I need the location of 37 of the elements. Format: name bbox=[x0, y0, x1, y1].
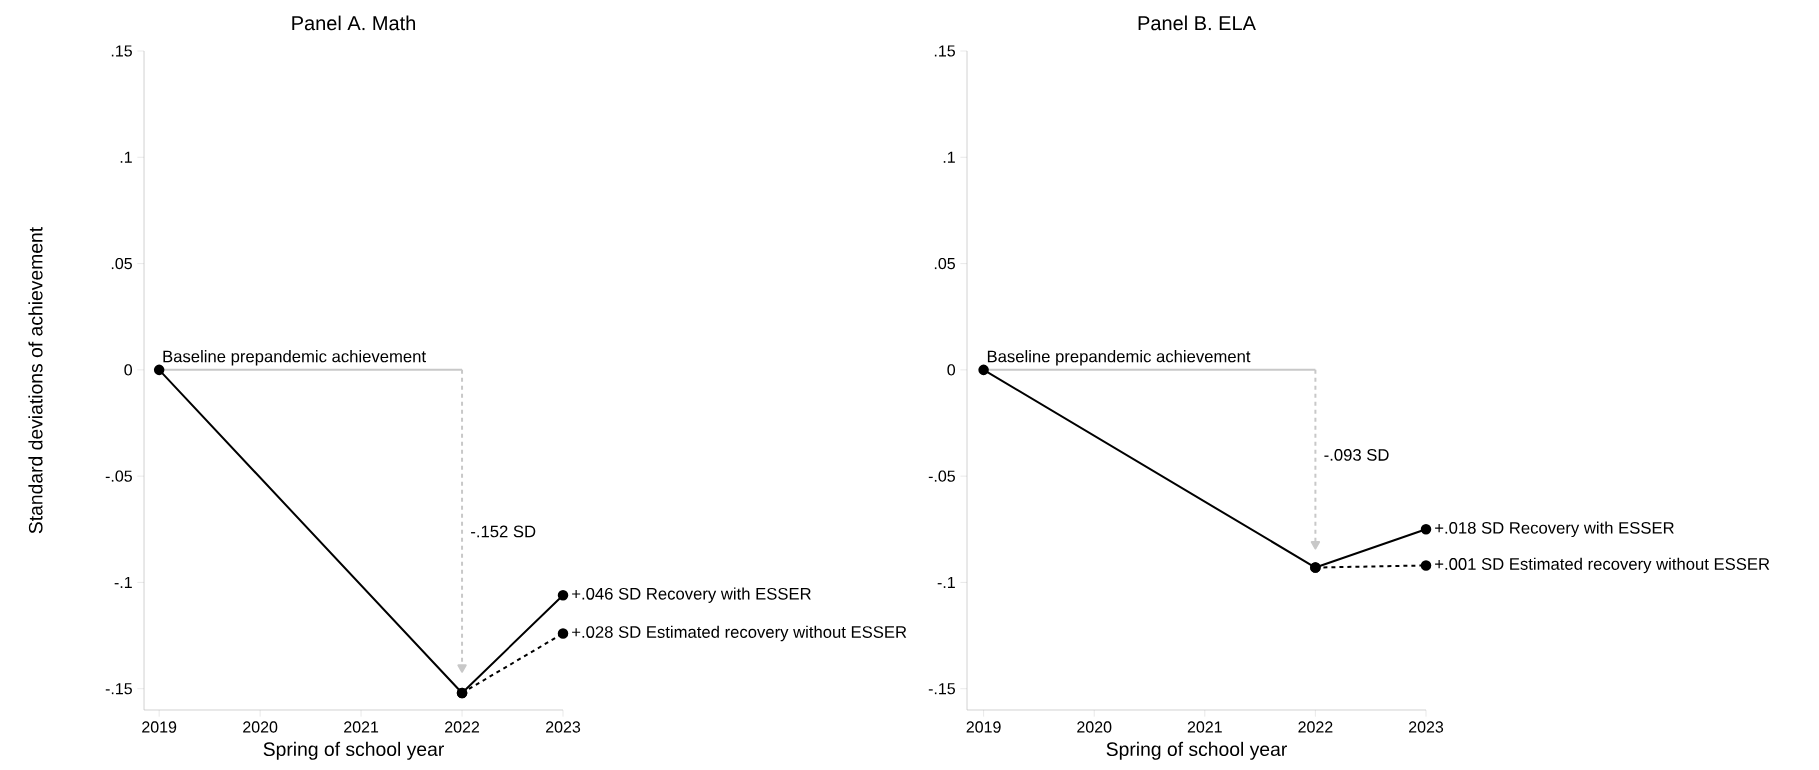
x-tick-label: 2021 bbox=[344, 721, 379, 733]
y-tick-label: .15 bbox=[934, 45, 955, 57]
x-tick-label: 2023 bbox=[1409, 721, 1444, 733]
y-tick-label: -.05 bbox=[928, 470, 955, 482]
x-axis-title: Spring of school year bbox=[263, 741, 444, 760]
y-tick-label: 0 bbox=[124, 364, 133, 376]
x-tick-label: 2020 bbox=[243, 721, 278, 733]
x-tick-label: 2021 bbox=[1187, 721, 1222, 733]
annotation: +.046 SD Recovery with ESSER bbox=[572, 587, 811, 603]
y-tick-label: .05 bbox=[934, 257, 955, 270]
y-tick-label: -.1 bbox=[114, 576, 132, 588]
y-axis-title: Standard deviations of achievement bbox=[28, 227, 43, 534]
y-tick-label: -.05 bbox=[105, 470, 132, 482]
annotation: +.018 SD Recovery with ESSER bbox=[1435, 521, 1674, 538]
y-tick-label: -.15 bbox=[928, 683, 955, 695]
x-tick-label: 2019 bbox=[142, 721, 177, 733]
annotation: Baseline prepandemic achievement bbox=[163, 350, 426, 366]
y-tick-label: .1 bbox=[120, 151, 132, 163]
chart-title: Panel B. ELA bbox=[1138, 15, 1256, 31]
y-tick-label: .15 bbox=[111, 45, 132, 57]
y-tick-label: .05 bbox=[111, 257, 132, 270]
x-tick-label: 2023 bbox=[546, 721, 581, 733]
y-tick-label: -.1 bbox=[937, 576, 955, 588]
x-tick-label: 2022 bbox=[1298, 721, 1333, 733]
annotation: +.001 SD Estimated recovery without ESSER bbox=[1435, 557, 1770, 574]
x-tick-label: 2020 bbox=[1077, 721, 1112, 733]
x-tick-label: 2019 bbox=[966, 721, 1001, 733]
y-tick-label: 0 bbox=[947, 364, 956, 376]
chart-title: Panel A. Math bbox=[292, 15, 416, 31]
x-tick-label: 2022 bbox=[445, 721, 480, 733]
annotation: +.028 SD Estimated recovery without ESSER bbox=[572, 625, 907, 642]
annotation: -.152 SD bbox=[471, 525, 536, 538]
annotation: -.093 SD bbox=[1324, 449, 1389, 461]
y-tick-label: .1 bbox=[943, 151, 955, 163]
x-axis-title: Spring of school year bbox=[1106, 741, 1287, 760]
y-tick-label: -.15 bbox=[105, 683, 132, 695]
annotation: Baseline prepandemic achievement bbox=[987, 350, 1251, 366]
